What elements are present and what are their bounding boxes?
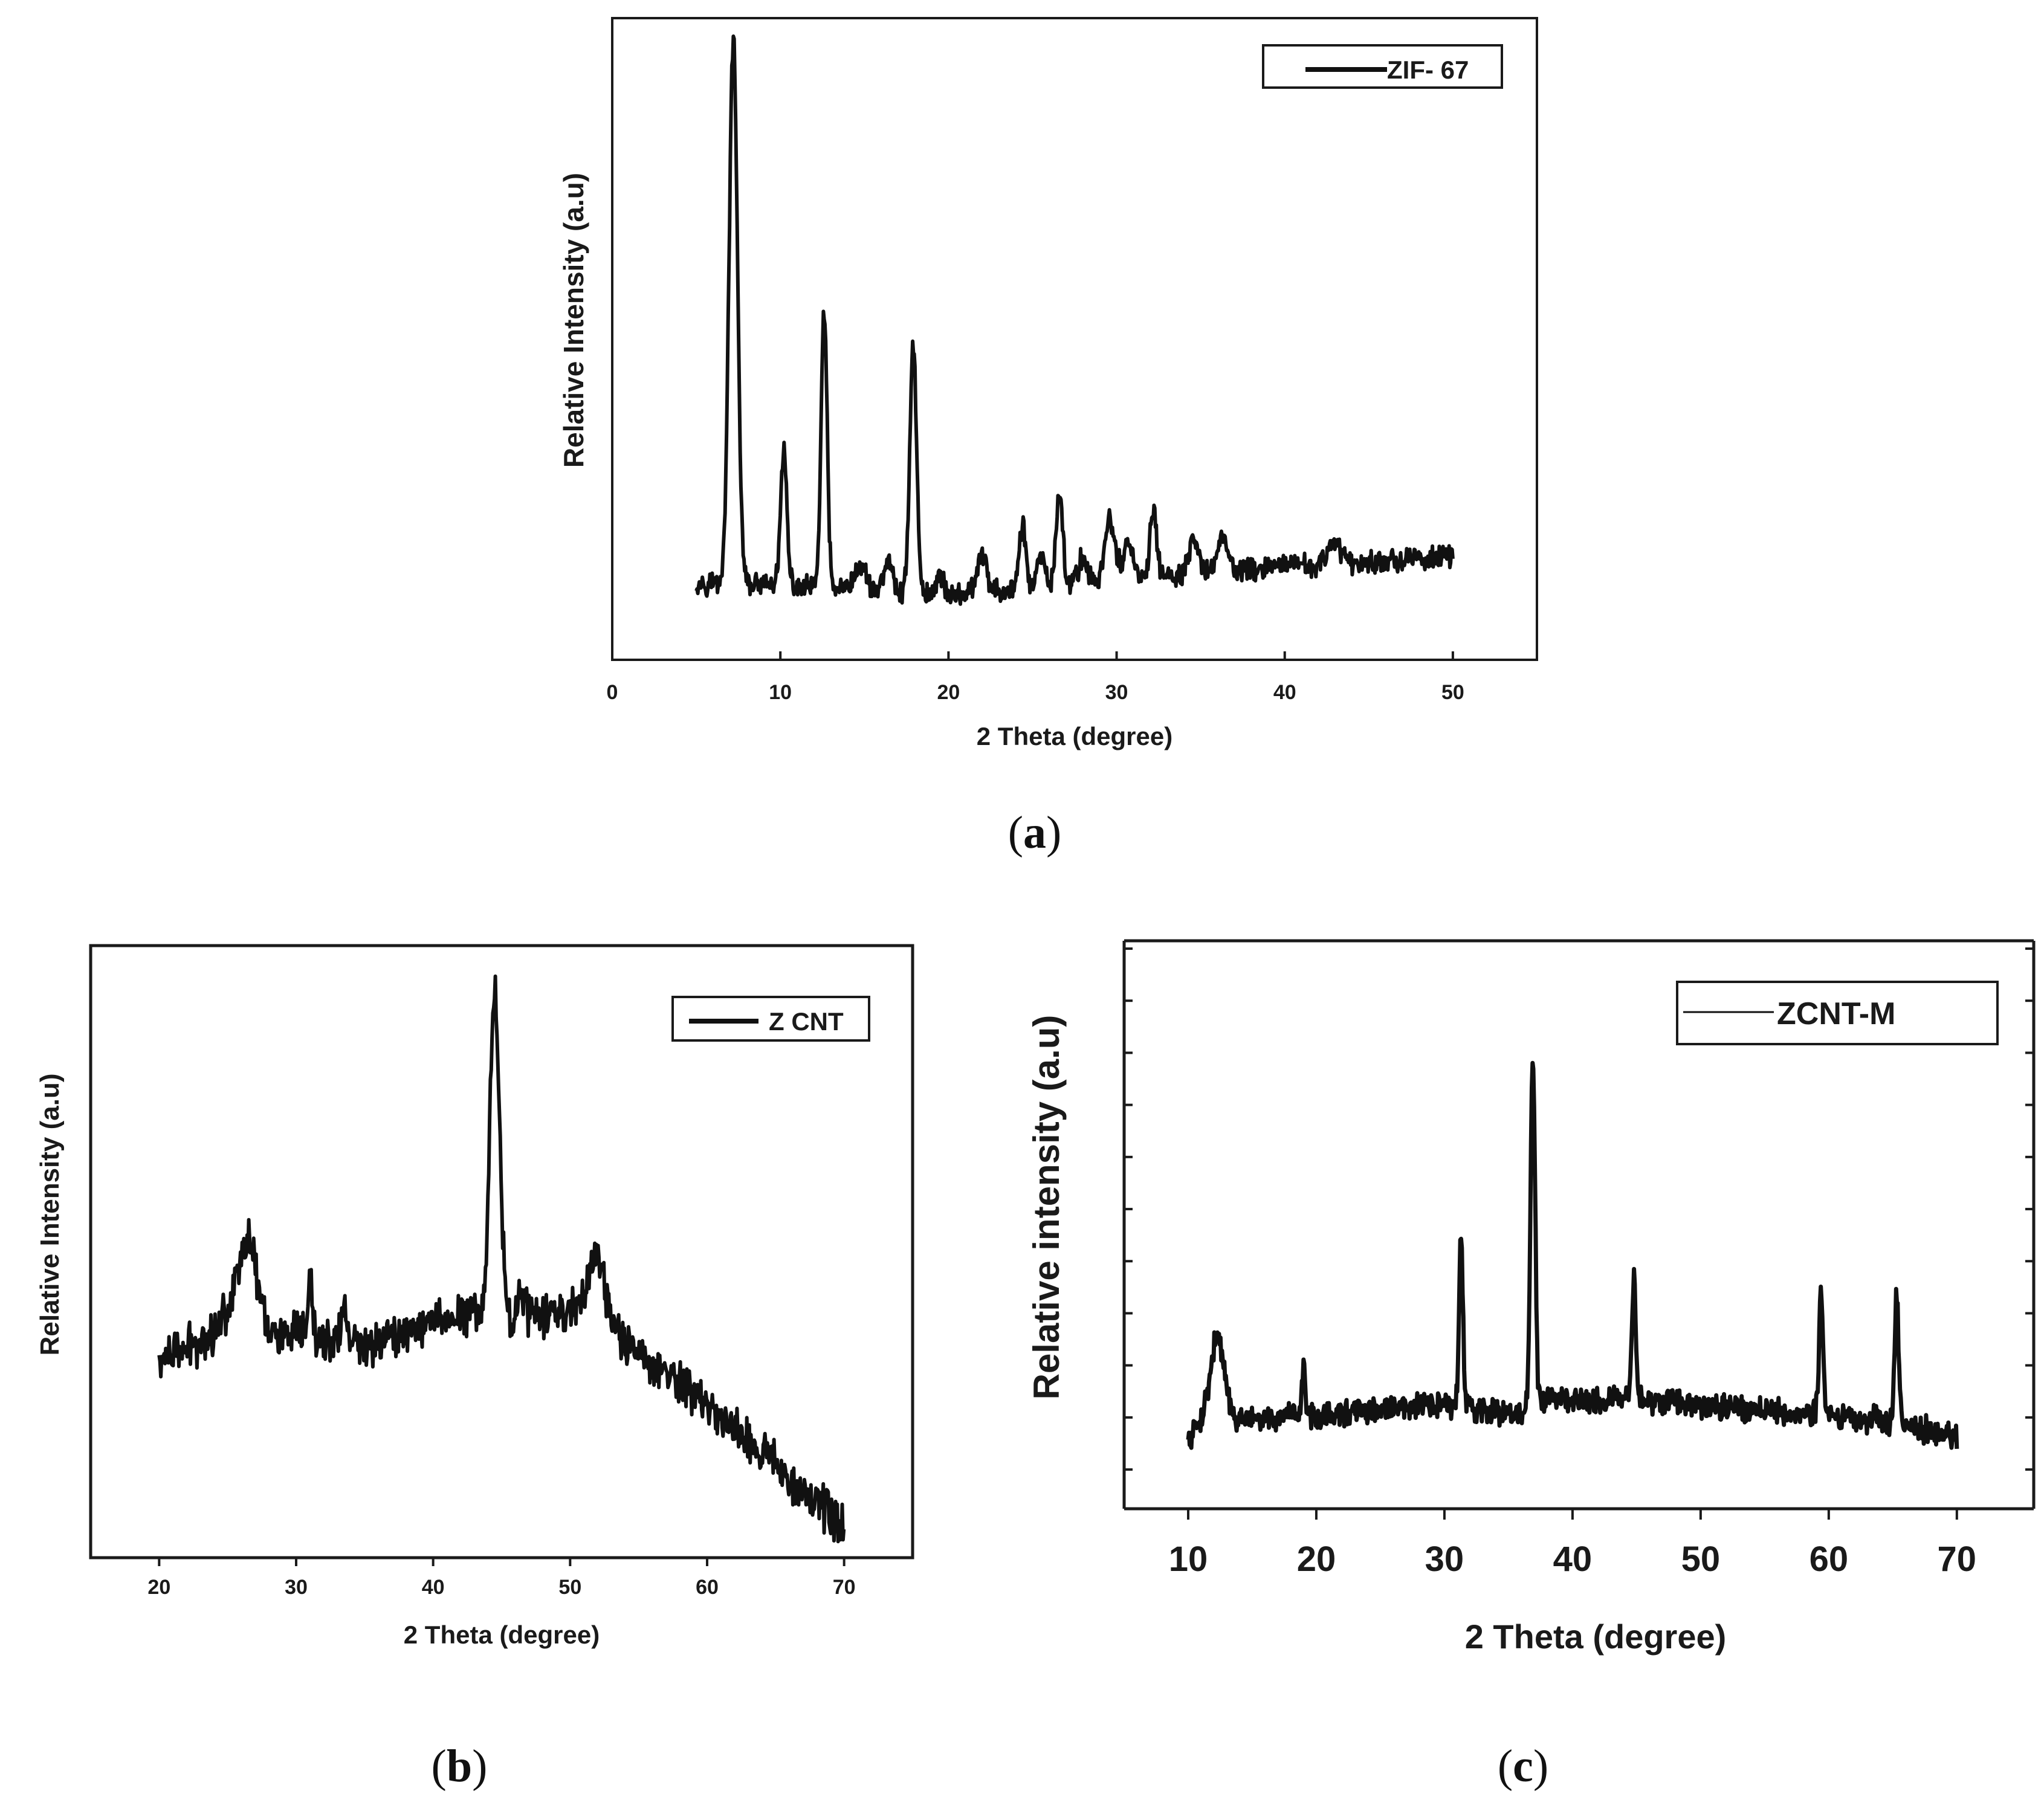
x-axis-ticks: 20 30 40 50 60 70 (147, 1558, 856, 1599)
x-tick-label: 50 (1441, 681, 1464, 704)
y-axis-label: Relative Intensity (a.u) (558, 173, 589, 468)
x-tick-label: 10 (1169, 1540, 1208, 1579)
y-axis-label: Relative Intensity (a.u) (35, 1073, 65, 1355)
x-tick-label: 70 (1938, 1540, 1977, 1579)
legend-label: ZCNT-M (1777, 996, 1895, 1031)
x-axis-ticks: 0 10 20 30 40 50 (607, 651, 1464, 704)
x-tick-label: 0 (607, 681, 618, 704)
legend: ZCNT-M (1676, 981, 1999, 1045)
x-tick-label: 30 (1105, 681, 1128, 704)
diffraction-pattern-zcnt-m (1186, 1060, 1959, 1450)
x-tick-label: 20 (147, 1576, 170, 1599)
plot-frame (611, 17, 1538, 661)
x-tick-label: 60 (1810, 1540, 1849, 1579)
panel-caption-a: (a) (1007, 807, 1062, 858)
panel-caption-b: (b) (431, 1741, 488, 1792)
x-axis-label: 2 Theta (degree) (1465, 1618, 1727, 1656)
x-tick-label: 20 (1297, 1540, 1336, 1579)
legend-label: Z CNT (769, 1007, 844, 1036)
x-tick-label: 70 (833, 1576, 856, 1599)
x-axis-label: 2 Theta (degree) (404, 1621, 600, 1649)
x-tick-label: 60 (696, 1576, 719, 1599)
legend-box (1262, 44, 1503, 89)
plot-frame (89, 944, 914, 1559)
chart-zif-67: 0 10 20 30 40 50 ZIF- 67 2 Theta (degree) Rel… (558, 17, 1538, 750)
panel-caption-c: (c) (1497, 1741, 1549, 1792)
x-tick-label: 50 (1681, 1540, 1721, 1579)
chart-zcnt-m: 10 20 30 40 50 60 70 ZCNT-M 2 Theta (degree) R… (1026, 939, 2036, 1656)
y-axis-label: Relative intensity (a.u) (1026, 1015, 1067, 1400)
x-tick-label: 40 (422, 1576, 445, 1599)
x-tick-label: 30 (285, 1576, 308, 1599)
diffraction-pattern-zif-67 (694, 34, 1455, 606)
chart-z-cnt: 20 30 40 50 60 70 Z CNT 2 Theta (degree) Rela… (35, 944, 914, 1649)
x-tick-label: 40 (1553, 1540, 1593, 1579)
legend: Z CNT (671, 996, 870, 1042)
x-axis-label: 2 Theta (degree) (977, 722, 1172, 750)
x-tick-label: 30 (1425, 1540, 1464, 1579)
x-axis-ticks: 10 20 30 40 50 60 70 (1169, 1509, 1976, 1579)
x-tick-label: 10 (769, 681, 792, 704)
x-tick-label: 40 (1273, 681, 1296, 704)
x-tick-label: 50 (558, 1576, 581, 1599)
y-axis-ticks (1124, 947, 2034, 1471)
diffraction-pattern-z-cnt (157, 974, 846, 1544)
legend-label: ZIF- 67 (1387, 56, 1469, 84)
x-tick-label: 20 (937, 681, 960, 704)
legend: ZIF- 67 (1262, 44, 1503, 89)
